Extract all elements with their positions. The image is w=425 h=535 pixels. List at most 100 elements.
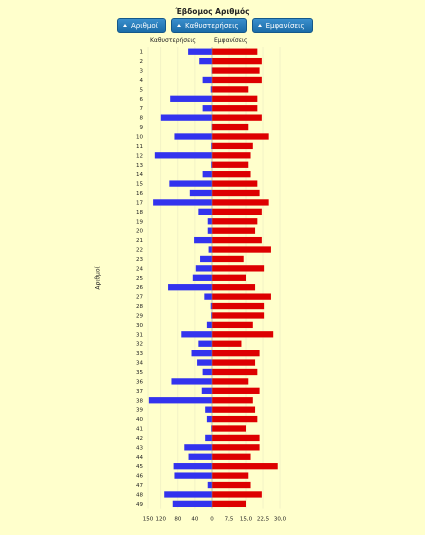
appearance-bar[interactable] <box>212 359 256 366</box>
delay-bar[interactable] <box>148 397 212 404</box>
delay-bar[interactable] <box>170 95 212 102</box>
delay-bar[interactable] <box>195 265 212 272</box>
delay-bar[interactable] <box>211 161 212 168</box>
delay-bar[interactable] <box>211 312 212 319</box>
delay-bar[interactable] <box>207 227 212 234</box>
appearance-bar[interactable] <box>212 218 258 225</box>
appearance-bar[interactable] <box>212 265 265 272</box>
appearance-bar[interactable] <box>212 312 265 319</box>
delay-bar[interactable] <box>171 378 212 385</box>
delay-bar[interactable] <box>153 199 212 206</box>
delay-bar[interactable] <box>174 133 212 140</box>
delay-bar[interactable] <box>173 463 212 470</box>
appearance-bar[interactable] <box>212 368 258 376</box>
appearance-bar[interactable] <box>212 199 269 206</box>
appearance-bar[interactable] <box>212 171 251 178</box>
appearance-bar[interactable] <box>212 284 256 291</box>
delay-bar[interactable] <box>202 76 212 84</box>
appearance-bar[interactable] <box>212 86 249 93</box>
appearance-bar[interactable] <box>212 378 249 385</box>
appearance-bar[interactable] <box>212 350 260 357</box>
appearance-bar[interactable] <box>212 95 258 102</box>
appearance-bar[interactable] <box>212 415 258 423</box>
delay-bar[interactable] <box>210 86 212 93</box>
appearance-bar[interactable] <box>212 236 262 244</box>
delay-bar[interactable] <box>168 284 212 291</box>
delay-bar[interactable] <box>201 387 212 394</box>
appearance-bar[interactable] <box>212 397 253 404</box>
delay-bar[interactable] <box>207 218 212 225</box>
delay-bar[interactable] <box>184 444 212 451</box>
delay-bar[interactable] <box>200 255 212 263</box>
appearance-bar[interactable] <box>212 463 278 470</box>
delay-bar[interactable] <box>208 246 212 253</box>
delay-bar[interactable] <box>211 142 212 150</box>
appearance-bar[interactable] <box>212 105 258 112</box>
delay-bar[interactable] <box>211 425 212 432</box>
x-tick-label: 150 <box>143 517 154 523</box>
delay-bar[interactable] <box>169 180 212 187</box>
appearance-bar[interactable] <box>212 133 269 140</box>
appearance-bar[interactable] <box>212 472 249 479</box>
appearance-bar[interactable] <box>212 321 253 329</box>
appearance-bar[interactable] <box>212 331 274 338</box>
delay-bar[interactable] <box>207 481 212 489</box>
appearance-bar[interactable] <box>212 491 262 498</box>
appearance-bar[interactable] <box>212 48 258 55</box>
delay-bar[interactable] <box>188 453 212 460</box>
delay-bar[interactable] <box>198 208 212 215</box>
delay-bar[interactable] <box>199 57 212 65</box>
delay-bar[interactable] <box>205 434 212 442</box>
delay-bar[interactable] <box>205 406 212 413</box>
appearance-bar[interactable] <box>212 246 271 253</box>
delay-bar[interactable] <box>154 152 212 159</box>
delay-bar[interactable] <box>181 331 212 338</box>
appearance-bar[interactable] <box>212 481 251 489</box>
delay-bar[interactable] <box>164 491 212 498</box>
appearance-bar[interactable] <box>212 142 253 150</box>
appearance-bar[interactable] <box>212 453 251 460</box>
delay-bar[interactable] <box>194 236 212 244</box>
delay-bar[interactable] <box>202 171 212 178</box>
appearance-bar[interactable] <box>212 434 260 442</box>
delay-bar[interactable] <box>192 274 212 281</box>
delay-bar[interactable] <box>197 359 212 366</box>
appearance-bar[interactable] <box>212 425 246 432</box>
appearance-bar[interactable] <box>212 57 262 65</box>
sort-by-appearances-button[interactable]: Εμφανίσεις <box>251 18 313 33</box>
appearance-bar[interactable] <box>212 444 260 451</box>
delay-bar[interactable] <box>202 105 212 112</box>
appearance-bar[interactable] <box>212 274 246 281</box>
sort-by-numbers-button[interactable]: Αριθμοί <box>117 18 166 33</box>
delay-bar[interactable] <box>202 368 212 376</box>
appearance-bar[interactable] <box>212 387 260 394</box>
delay-bar[interactable] <box>198 340 212 347</box>
appearance-bar[interactable] <box>212 152 251 159</box>
delay-bar[interactable] <box>204 293 212 300</box>
appearance-bar[interactable] <box>212 123 249 131</box>
appearance-bar[interactable] <box>212 208 262 215</box>
appearance-bar[interactable] <box>212 293 271 300</box>
appearance-bar[interactable] <box>212 180 258 187</box>
delay-bar[interactable] <box>189 189 212 197</box>
delay-bar[interactable] <box>206 415 212 423</box>
sort-by-delays-button[interactable]: Καθυστερήσεις <box>171 18 247 33</box>
delay-bar[interactable] <box>172 500 212 508</box>
delay-bar[interactable] <box>210 302 212 310</box>
appearance-bar[interactable] <box>212 67 260 74</box>
appearance-bar[interactable] <box>212 76 262 84</box>
appearance-bar[interactable] <box>212 227 256 234</box>
delay-bar[interactable] <box>206 321 212 329</box>
delay-bar[interactable] <box>174 472 212 479</box>
appearance-bar[interactable] <box>212 255 244 263</box>
delay-bar[interactable] <box>191 350 212 357</box>
appearance-bar[interactable] <box>212 302 265 310</box>
appearance-bar[interactable] <box>212 406 256 413</box>
appearance-bar[interactable] <box>212 500 246 508</box>
appearance-bar[interactable] <box>212 161 249 168</box>
appearance-bar[interactable] <box>212 114 262 121</box>
appearance-bar[interactable] <box>212 340 242 347</box>
delay-bar[interactable] <box>188 48 212 55</box>
appearance-bar[interactable] <box>212 189 260 197</box>
delay-bar[interactable] <box>160 114 212 121</box>
